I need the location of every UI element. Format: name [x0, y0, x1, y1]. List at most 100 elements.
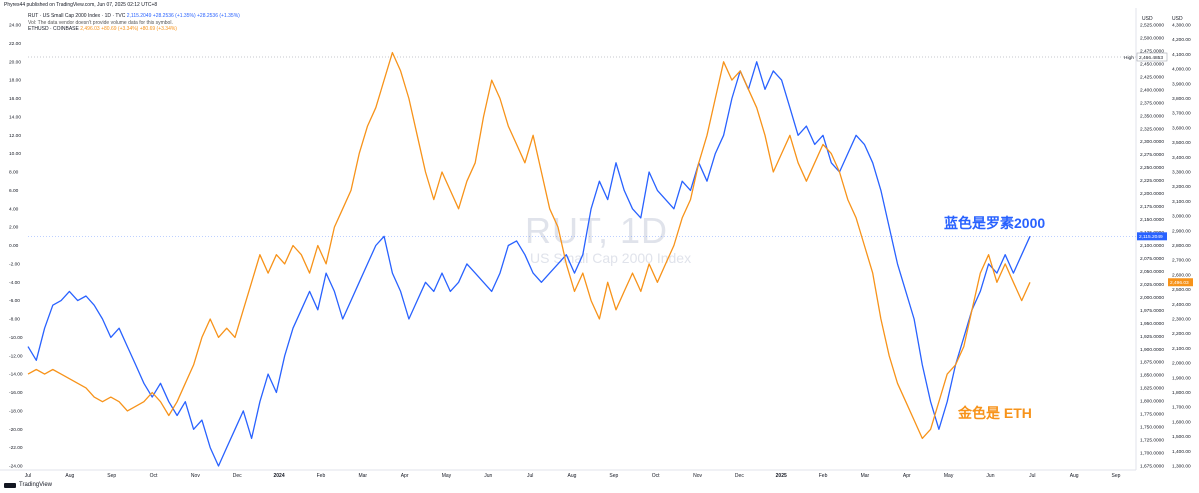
eth-axis-tick: 3,000.00: [1172, 214, 1191, 220]
eth-axis-tick: 3,400.00: [1172, 155, 1191, 161]
x-axis-tick: May: [442, 473, 452, 479]
eth-axis-tick: 2,500.00: [1172, 287, 1191, 293]
eth-last-value: 2,496.03: [1170, 280, 1189, 286]
x-axis-tick: Aug: [1070, 473, 1079, 479]
rut-axis-tick: 1,725.0000: [1140, 438, 1164, 444]
rut-axis-tick: 2,325.0000: [1140, 126, 1164, 132]
eth-axis-tick: 2,400.00: [1172, 302, 1191, 308]
legend-rut-name: RUT · US Small Cap 2000 Index · 1D · TVC: [28, 13, 126, 19]
rut-axis-tick: 1,800.0000: [1140, 399, 1164, 405]
eth-axis-tick: 3,700.00: [1172, 111, 1191, 117]
eth-axis-tick: 2,200.00: [1172, 331, 1191, 337]
legend-rut-row[interactable]: RUT · US Small Cap 2000 Index · 1D · TVC…: [28, 13, 240, 20]
eth-axis-tick: 1,500.00: [1172, 434, 1191, 440]
left-axis-tick: 8.00: [9, 170, 19, 176]
eth-axis-tick: 1,600.00: [1172, 419, 1191, 425]
eth-axis-tick: 3,800.00: [1172, 96, 1191, 102]
rut-axis-tick: 2,175.0000: [1140, 204, 1164, 210]
annotation-rut: 蓝色是罗素2000: [944, 215, 1046, 231]
left-axis-tick: 24.00: [9, 23, 21, 29]
eth-axis-tick: 3,500.00: [1172, 140, 1191, 146]
publish-header: Phyres44 published on TradingView.com, J…: [4, 2, 158, 8]
legend-rut-values: 2,115.2049 +28.2536 (+1.35%) +28.2536 (+…: [126, 13, 240, 19]
eth-axis-tick: 3,300.00: [1172, 170, 1191, 176]
rut-axis-tick: 2,425.0000: [1140, 74, 1164, 80]
x-axis-tick: Nov: [693, 473, 702, 479]
rut-axis-tick: 2,250.0000: [1140, 165, 1164, 171]
rut-axis-tick: 2,100.0000: [1140, 243, 1164, 249]
eth-axis-tick: 4,000.00: [1172, 67, 1191, 73]
rut-axis-tick: 1,700.0000: [1140, 451, 1164, 457]
eth-axis-tick: 2,600.00: [1172, 272, 1191, 278]
left-axis-tick: -14.00: [9, 372, 23, 378]
rut-axis-tick: 1,750.0000: [1140, 425, 1164, 431]
left-axis-tick: 10.00: [9, 151, 21, 157]
x-axis-tick: 2024: [274, 473, 285, 479]
usd-label-right: USD: [1172, 16, 1183, 22]
tradingview-logo-icon: [4, 482, 16, 488]
left-axis-tick: 2.00: [9, 225, 19, 231]
rut-axis-tick: 1,900.0000: [1140, 347, 1164, 353]
x-axis-tick: Aug: [65, 473, 74, 479]
rut-axis-tick: 2,350.0000: [1140, 113, 1164, 119]
eth-axis-tick: 1,400.00: [1172, 449, 1191, 455]
x-axis-tick: Oct: [652, 473, 660, 479]
x-axis-tick: Sep: [1112, 473, 1121, 479]
eth-axis-tick: 4,100.00: [1172, 52, 1191, 58]
legend-eth-name: ETHUSD · COINBASE: [28, 26, 79, 32]
eth-last-badge: [1168, 278, 1193, 287]
rut-axis-tick: 1,875.0000: [1140, 360, 1164, 366]
x-axis-tick: Jul: [527, 473, 533, 479]
high-value: 2,466.4853: [1139, 55, 1163, 61]
rut-axis-tick: 2,025.0000: [1140, 282, 1164, 288]
eth-axis-tick: 2,000.00: [1172, 361, 1191, 367]
high-label: High: [1124, 55, 1134, 61]
legend-eth-row[interactable]: ETHUSD · COINBASE 2,496.03 +80.69 (+3.34…: [28, 26, 240, 33]
x-axis-tick: Apr: [401, 473, 409, 479]
rut-last-badge: [1137, 232, 1167, 241]
rut-axis-tick: 2,275.0000: [1140, 152, 1164, 158]
left-axis-tick: -16.00: [9, 390, 23, 396]
eth-axis-tick: 2,800.00: [1172, 243, 1191, 249]
x-axis-tick: Jul: [25, 473, 31, 479]
eth-axis-tick: 2,900.00: [1172, 228, 1191, 234]
rut-last-value: 2,115.2049: [1139, 234, 1163, 240]
rut-axis-tick: 2,075.0000: [1140, 256, 1164, 262]
rut-axis-tick: 2,225.0000: [1140, 178, 1164, 184]
legend-vol-note: Vol: The data vendor doesn't provide vol…: [28, 19, 173, 26]
left-axis-tick: -24.00: [9, 464, 23, 470]
rut-axis-tick: 2,500.0000: [1140, 35, 1164, 41]
left-axis-tick: 4.00: [9, 206, 19, 212]
rut-axis-tick: 2,000.0000: [1140, 295, 1164, 301]
left-axis-tick: 16.00: [9, 96, 21, 102]
x-axis-tick: Feb: [819, 473, 828, 479]
rut-axis-tick: 2,150.0000: [1140, 217, 1164, 223]
eth-axis-tick: 3,100.00: [1172, 199, 1191, 205]
left-axis-tick: -22.00: [9, 445, 23, 451]
eth-axis-tick: 4,200.00: [1172, 37, 1191, 43]
legend-eth-values: 2,496.03 +80.69 (+3.34%) +80.69 (+3.34%): [80, 26, 177, 32]
x-axis-tick: Jun: [986, 473, 994, 479]
eth-axis-tick: 2,100.00: [1172, 346, 1191, 352]
rut-axis-tick: 1,950.0000: [1140, 321, 1164, 327]
eth-axis-tick: 1,800.00: [1172, 390, 1191, 396]
x-axis-tick: Dec: [735, 473, 744, 479]
watermark-description: US Small Cap 2000 Index: [530, 250, 692, 266]
x-axis-tick: Jun: [484, 473, 492, 479]
left-axis-tick: 22.00: [9, 41, 21, 47]
left-axis-tick: -10.00: [9, 335, 23, 341]
left-axis-tick: 14.00: [9, 114, 21, 120]
left-axis-tick: -20.00: [9, 427, 23, 433]
left-axis-tick: -4.00: [9, 280, 20, 286]
x-axis-tick: Oct: [150, 473, 158, 479]
left-axis-tick: -2.00: [9, 261, 20, 267]
x-axis-tick: May: [944, 473, 954, 479]
eth-axis-tick: 2,300.00: [1172, 317, 1191, 323]
rut-axis-tick: 2,400.0000: [1140, 87, 1164, 93]
x-axis-tick: Nov: [191, 473, 200, 479]
rut-axis-tick: 1,925.0000: [1140, 334, 1164, 340]
footer-brand: TradingView: [19, 482, 53, 488]
rut-axis-tick: 1,975.0000: [1140, 308, 1164, 314]
rut-axis-tick: 2,200.0000: [1140, 191, 1164, 197]
